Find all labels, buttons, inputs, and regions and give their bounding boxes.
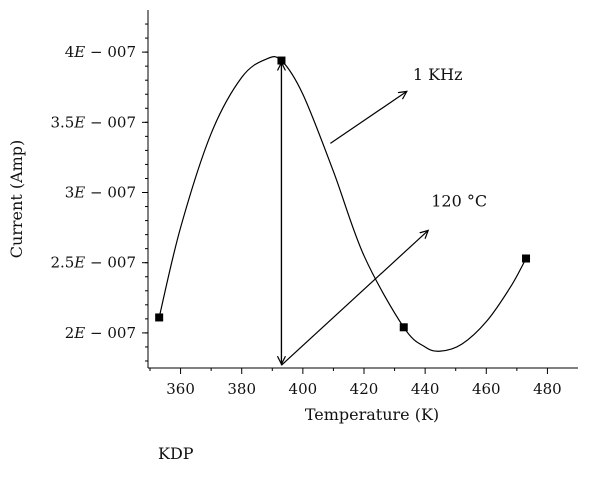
x-axis-title: Temperature (K) — [305, 405, 439, 424]
annotations: 1 KHz 120 °C — [413, 65, 487, 210]
x-tick-label: 400 — [289, 380, 318, 398]
y-ticks: 2E − 007 2.5E − 007 3E − 007 3.5E − 007 4E −… — [50, 23, 148, 362]
y-tick-label: 3E − 007 — [65, 184, 136, 202]
annotation-arrow — [330, 91, 406, 144]
data-point — [522, 254, 531, 263]
x-tick-label: 460 — [472, 380, 501, 398]
x-tick-label: 480 — [533, 380, 562, 398]
y-axis-title: Current (Amp) — [7, 140, 26, 259]
x-tick-label: 380 — [227, 380, 256, 398]
annotation-arrows — [281, 63, 428, 366]
data-point — [155, 313, 164, 322]
data-point — [277, 56, 286, 65]
chart: 360 380 400 420 440 460 480 2E − 007 2.5E − 007… — [7, 10, 578, 424]
y-tick-label: 4E − 007 — [65, 43, 136, 61]
annotation-arrow — [281, 230, 428, 366]
annotation-label: 120 °C — [431, 192, 487, 211]
x-tick-label: 420 — [350, 380, 379, 398]
axes: 360 380 400 420 440 460 480 2E − 007 2.5E − 007… — [50, 10, 578, 398]
x-tick-label: 440 — [411, 380, 440, 398]
sample-label: KDP — [158, 444, 194, 463]
y-tick-label: 2.5E − 007 — [50, 254, 136, 272]
series-curve — [158, 55, 527, 352]
data-point — [399, 323, 408, 332]
y-tick-label: 3.5E − 007 — [50, 113, 136, 131]
x-tick-label: 360 — [166, 380, 195, 398]
x-ticks: 360 380 400 420 440 460 480 — [149, 368, 562, 398]
y-tick-label: 2E − 007 — [65, 324, 136, 342]
data-markers — [155, 56, 531, 332]
annotation-label: 1 KHz — [413, 65, 463, 84]
